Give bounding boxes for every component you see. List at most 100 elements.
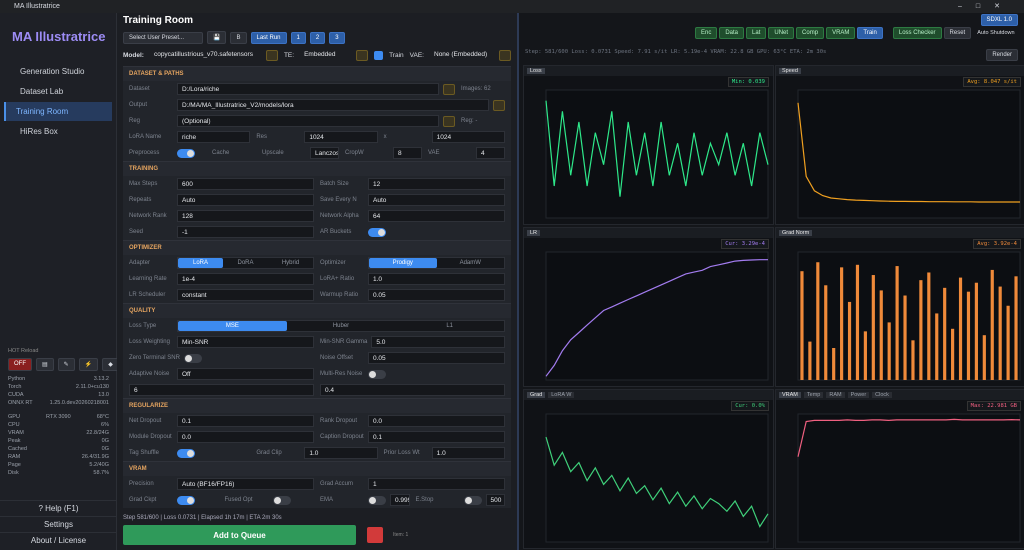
toggle[interactable] [177,448,195,458]
nav-item[interactable]: Training Room [4,102,112,121]
toggle[interactable] [368,495,386,505]
render-button[interactable]: Render [986,49,1018,61]
segment[interactable]: LoRA [178,258,223,268]
save-btn[interactable]: 💾 [207,31,227,44]
toggle[interactable] [368,369,386,379]
model-badge[interactable]: SDXL 1.0 [980,14,1018,26]
field-value[interactable]: 0.0 [368,415,505,427]
browse[interactable] [443,115,455,127]
train-checkbox[interactable] [374,50,384,60]
segment[interactable]: Huber [332,323,350,329]
toggle[interactable] [177,148,195,158]
segment[interactable]: Prodigy [369,258,437,268]
field-value[interactable]: 0.05 [368,352,505,364]
segment[interactable]: DoRA [237,260,254,266]
field-value[interactable]: 1.0 [304,447,378,459]
model-select[interactable]: copycatillustrious_v70.safetensors [153,51,253,58]
field-value[interactable]: Auto (BF16/FP16) [177,478,314,490]
field-value[interactable]: 4 [476,147,505,159]
field-value[interactable]: D:/MA/MA_Illustratrice_V2/models/lora [177,99,489,111]
field-value[interactable]: 1.0 [431,447,505,459]
stage-button[interactable]: Comp [796,27,825,39]
stage-button[interactable]: Enc [695,27,718,39]
chart-tab[interactable]: RAM [826,392,845,398]
field-value[interactable]: D:/Lora/riche [177,83,439,95]
queue-button[interactable]: Add to Queue [123,525,356,545]
field-value[interactable]: 0.4 [320,384,505,396]
field-value[interactable]: 128 [177,210,314,222]
field-value[interactable]: 500 [485,494,505,506]
field-value[interactable]: Min-SNR [177,336,314,348]
preset-button[interactable]: 2 [309,31,326,44]
field-value[interactable]: constant [177,289,314,301]
browse[interactable] [356,49,369,61]
chart-tab[interactable]: Grad [527,392,546,398]
chart-tab[interactable]: LoRA W [548,392,575,398]
te-select[interactable]: Embedded [304,51,336,58]
field-value[interactable]: 1024 [304,131,378,143]
field-value[interactable]: Auto [368,194,505,206]
field-value[interactable]: 0.1 [177,415,314,427]
toggle[interactable] [183,353,202,363]
browse[interactable] [443,83,455,95]
field-value[interactable]: 600 [177,178,314,190]
segment[interactable]: MSE [178,321,287,331]
field-value[interactable]: 0.0 [177,431,314,443]
icon-btn[interactable]: ✎ [57,358,75,371]
toggle[interactable] [463,495,482,505]
field-value[interactable]: 0.05 [368,289,505,301]
hot-toggle[interactable]: OFF [8,358,32,371]
stage-button[interactable]: Data [719,27,745,39]
field-value[interactable]: 64 [368,210,505,222]
auto-shutdown[interactable]: Auto Shutdown [977,30,1015,36]
chart-tab[interactable]: Power [847,392,870,398]
preset-button[interactable]: B [230,31,247,44]
segment[interactable]: Hybrid [281,260,300,266]
preset-button[interactable]: Last Run [250,31,287,44]
field-value[interactable]: Lanczos [310,147,339,159]
stage-button[interactable]: Train [857,27,883,39]
nav-item[interactable]: Generation Studio [20,67,85,76]
icon-btn[interactable]: ▤ [36,358,54,371]
preset-button[interactable]: 1 [290,31,306,44]
stage-button[interactable]: UNet [768,27,795,39]
segment[interactable]: AdamW [459,260,481,266]
loss-checker[interactable]: Loss Checker [892,27,942,39]
preset-select[interactable]: Select User Preset... [123,31,203,44]
chart-tab[interactable]: VRAM [779,392,801,398]
field-value[interactable]: 5.0 [371,336,505,348]
toggle[interactable] [177,495,195,505]
field-value[interactable]: -1 [177,226,314,238]
chart-tab[interactable]: Clock [872,392,892,398]
field-value[interactable]: (Optional) [177,115,439,127]
field-value[interactable]: Off [177,368,314,380]
toggle[interactable] [272,495,291,505]
field-value[interactable]: 1 [368,478,505,490]
segment[interactable]: L1 [446,323,454,329]
field-value[interactable]: 0.1 [368,431,505,443]
browse[interactable] [499,49,511,61]
field-value[interactable]: 1e-4 [177,273,314,285]
field-value[interactable]: 12 [368,178,505,190]
browse[interactable] [265,49,278,61]
toggle[interactable] [368,227,386,237]
reset[interactable]: Reset [943,27,972,39]
field-value[interactable]: riche [177,131,251,143]
field-value[interactable]: 1024 [431,131,505,143]
browse[interactable] [493,99,505,111]
sidebar-button[interactable]: About / License [0,532,117,548]
chart-tab[interactable]: Temp [803,392,824,398]
sidebar-button[interactable]: Settings [0,516,117,532]
field-value[interactable]: 1.0 [368,273,505,285]
stage-button[interactable]: Lat [746,27,767,39]
vae-select[interactable]: None (Embedded) [434,51,488,58]
sidebar-button[interactable]: ? Help (F1) [0,500,117,516]
stage-button[interactable]: VRAM [826,27,856,39]
nav-item[interactable]: HiRes Box [20,127,58,136]
icon-btn[interactable]: ⚡ [78,358,99,371]
field-value[interactable]: 8 [393,147,422,159]
field-value[interactable]: Auto [177,194,314,206]
stop-button[interactable] [367,527,383,543]
nav-item[interactable]: Dataset Lab [20,87,64,96]
field-value[interactable]: 0.9999 [390,494,410,506]
